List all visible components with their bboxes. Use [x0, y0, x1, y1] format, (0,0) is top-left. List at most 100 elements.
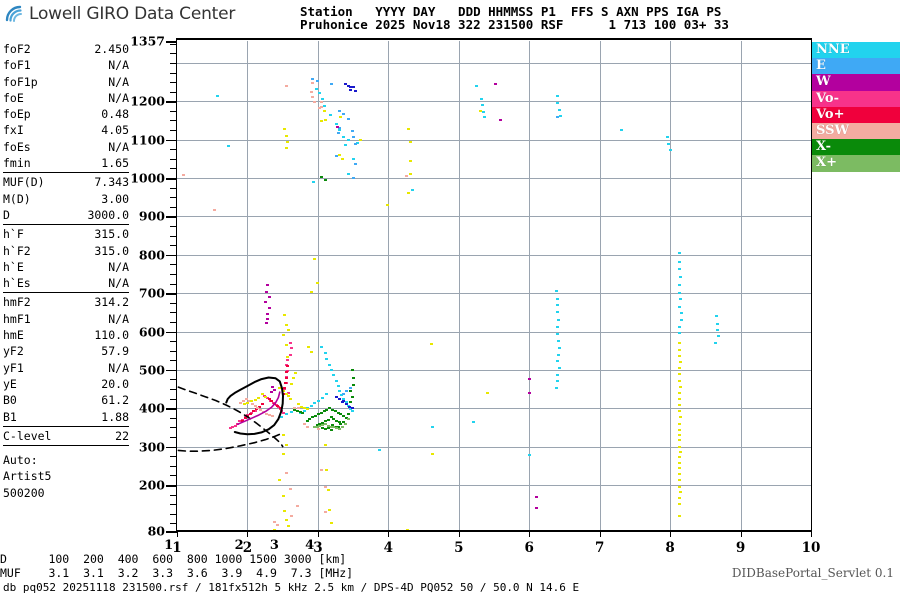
- param-value: 0.48: [101, 107, 129, 122]
- param-key: yF1: [3, 360, 24, 375]
- legend-item-e[interactable]: E: [812, 58, 900, 75]
- echo-point: [677, 261, 681, 264]
- echo-point: [269, 391, 273, 394]
- ionogram-plot[interactable]: 80 200 300 400 500 600 700 800 900 1000 1100 1200 13…: [130, 34, 820, 557]
- gridline-horizontal: [177, 178, 811, 179]
- axis-right: [811, 38, 812, 532]
- echo-point: [283, 510, 287, 512]
- trace-curves-layer: [177, 376, 284, 453]
- y-tick-minor: [170, 206, 177, 208]
- legend-item-ssw[interactable]: SSW: [812, 122, 900, 140]
- param-value: N/A: [108, 360, 129, 375]
- echo-point: [181, 173, 185, 176]
- param-key: foEp: [3, 107, 31, 122]
- echo-point: [339, 413, 343, 416]
- y-axis-label: 80: [147, 523, 165, 539]
- echo-point: [329, 428, 333, 431]
- echo-point: [216, 95, 220, 98]
- model-profile-dashed: [177, 386, 284, 448]
- x-axis-label: 3: [313, 540, 323, 556]
- echo-point: [242, 403, 246, 406]
- echo-point: [285, 413, 289, 416]
- echo-point: [321, 424, 325, 427]
- legend-item-vo[interactable]: Vo+: [812, 106, 900, 123]
- echo-point: [213, 209, 217, 212]
- echo-point: [230, 425, 234, 428]
- echo-point: [678, 268, 682, 271]
- echo-point: [321, 427, 325, 430]
- echo-point: [385, 203, 389, 206]
- gridline-vertical: [599, 41, 601, 531]
- giro-wave-icon: [5, 5, 22, 22]
- echo-point: [246, 401, 250, 404]
- echo-point: [486, 391, 489, 394]
- echo-point: [528, 391, 532, 394]
- echo-point: [342, 135, 346, 138]
- echo-point: [320, 175, 324, 178]
- echo-point: [480, 98, 484, 101]
- echo-point: [331, 408, 334, 411]
- legend-item-x[interactable]: X-: [812, 139, 900, 156]
- echo-point: [281, 494, 285, 497]
- echo-point: [267, 307, 271, 310]
- echo-point: [408, 140, 412, 143]
- echo-point: [680, 319, 684, 321]
- echo-point: [257, 397, 260, 400]
- param-row-fof1: foF1 N/A: [3, 57, 129, 73]
- y-tick-minor: [170, 427, 177, 429]
- echo-point: [429, 342, 433, 345]
- echo-point: [481, 104, 484, 107]
- echo-point: [555, 387, 558, 390]
- echo-point: [404, 175, 408, 178]
- y-tick-minor: [170, 398, 177, 400]
- echo-point: [667, 142, 670, 145]
- echo-point: [309, 351, 313, 354]
- echo-point: [332, 426, 336, 429]
- echo-point: [346, 418, 350, 420]
- legend-item-w[interactable]: W: [812, 74, 900, 91]
- echo-point: [556, 380, 560, 383]
- echo-point: [292, 377, 296, 380]
- echo-point: [321, 421, 325, 424]
- echo-point: [318, 424, 322, 427]
- echo-point: [326, 418, 330, 421]
- param-value: 7.343: [94, 175, 129, 190]
- echo-point: [271, 386, 275, 389]
- param-value: 20.0: [101, 376, 129, 391]
- echo-point: [311, 96, 315, 99]
- gridline-horizontal: [177, 62, 811, 64]
- gridline-horizontal: [177, 254, 811, 256]
- echo-point: [677, 497, 681, 499]
- gridline-vertical: [670, 41, 672, 531]
- footer-status-text: db pq052 20251118 231500.rsf / 181fx512h…: [3, 581, 580, 594]
- legend-item-nne[interactable]: NNE: [812, 42, 900, 59]
- echo-point: [334, 379, 338, 382]
- plot-canvas[interactable]: 80 200 300 400 500 600 700 800 900 1000 1100 1200 13…: [130, 34, 820, 557]
- legend-item-vo[interactable]: Vo-: [812, 90, 900, 107]
- y-tick-minor: [170, 149, 177, 151]
- echo-point: [323, 485, 327, 488]
- echo-point: [320, 468, 324, 471]
- echo-point: [346, 84, 350, 87]
- echo-point: [352, 85, 356, 88]
- echo-point: [316, 427, 320, 430]
- echo-point: [352, 384, 356, 387]
- y-tick-minor: [170, 321, 177, 323]
- y-axis-label: 1200: [130, 93, 165, 109]
- echo-point: [677, 404, 681, 407]
- param-key: MUF(D): [3, 175, 45, 190]
- echo-point: [316, 399, 320, 402]
- y-axis-label: 300: [138, 439, 165, 455]
- echo-point: [314, 88, 318, 91]
- echo-point: [290, 514, 294, 517]
- muf-tick-number: 2: [234, 538, 244, 553]
- echo-point: [283, 387, 287, 390]
- echo-point: [264, 412, 268, 415]
- echo-point: [281, 453, 285, 456]
- legend-item-x[interactable]: X+: [812, 155, 900, 172]
- echo-point: [270, 400, 274, 403]
- param-row-hmf2: hmF2 314.2: [3, 294, 129, 310]
- echo-point: [288, 487, 292, 490]
- x-tick: [740, 531, 742, 537]
- y-tick-minor: [170, 360, 177, 362]
